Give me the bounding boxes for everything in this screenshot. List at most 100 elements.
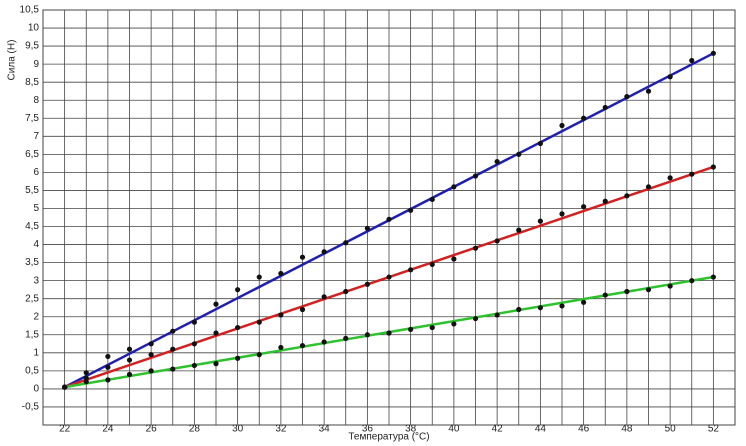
data-point <box>256 352 262 358</box>
data-point <box>191 319 197 325</box>
data-point <box>429 261 435 268</box>
x-tick-label: 22 <box>59 424 71 435</box>
data-point <box>516 227 522 233</box>
y-tick-label: 4 <box>33 239 39 250</box>
data-point <box>148 352 154 358</box>
data-point <box>83 370 89 376</box>
data-point <box>213 361 219 367</box>
data-point <box>170 366 176 372</box>
data-point <box>451 256 457 262</box>
y-tick-label: 6,5 <box>25 149 39 160</box>
y-tick-label: 2,5 <box>25 293 39 304</box>
data-point <box>364 225 370 231</box>
y-tick-label: 0,5 <box>25 366 39 377</box>
y-tick-label: 10,5 <box>20 5 40 16</box>
x-tick-label: 32 <box>275 424 287 435</box>
data-point <box>299 254 306 260</box>
y-tick-label: 0 <box>33 384 39 395</box>
data-point <box>343 240 349 246</box>
x-tick-label: 28 <box>189 424 201 435</box>
data-point <box>235 324 241 331</box>
data-point <box>148 368 154 374</box>
data-point <box>624 94 630 100</box>
data-point <box>408 207 414 213</box>
y-axis-title: Сила (Н) <box>7 40 18 81</box>
data-point <box>516 306 522 313</box>
data-point <box>645 287 652 293</box>
data-point <box>537 140 543 147</box>
data-point <box>537 218 543 224</box>
y-tick-label: 7,5 <box>25 113 39 124</box>
data-point <box>105 353 111 360</box>
data-point <box>299 343 306 349</box>
data-point <box>126 357 133 363</box>
data-point <box>602 198 608 204</box>
data-point <box>429 196 435 203</box>
data-point <box>105 364 111 370</box>
data-point <box>559 122 565 129</box>
data-point <box>83 375 89 381</box>
y-tick-label: 9,5 <box>25 41 39 52</box>
y-tick-label: 5 <box>33 203 39 214</box>
data-point <box>105 377 111 383</box>
y-tick-label: 7 <box>33 131 39 142</box>
x-tick-label: 46 <box>578 424 590 435</box>
data-point <box>148 341 154 347</box>
x-tick-label: 38 <box>405 424 417 435</box>
data-point <box>191 362 197 369</box>
data-point <box>537 305 543 311</box>
data-point <box>494 158 500 165</box>
y-tick-label: 1,5 <box>25 329 39 340</box>
y-tick-label: 3,5 <box>25 257 39 268</box>
data-point <box>321 249 327 255</box>
data-point <box>472 173 479 179</box>
data-point <box>581 299 587 305</box>
data-point <box>364 281 370 287</box>
data-point <box>494 312 500 318</box>
x-tick-label: 44 <box>535 424 547 435</box>
data-point <box>645 184 652 190</box>
y-tick-label: 3 <box>33 275 39 286</box>
x-tick-label: 34 <box>319 424 331 435</box>
data-point <box>451 184 457 190</box>
data-point <box>516 151 522 157</box>
data-point <box>689 278 695 284</box>
y-tick-label: -0,5 <box>22 402 40 413</box>
y-tick-label: 8,5 <box>25 77 39 88</box>
data-point <box>581 115 587 121</box>
x-axis-title: Температура (°C) <box>348 432 429 443</box>
data-point <box>624 288 630 295</box>
y-tick-label: 6 <box>33 167 39 178</box>
data-point <box>343 288 349 295</box>
data-point <box>408 326 414 332</box>
data-point <box>602 104 608 111</box>
data-point <box>256 274 262 280</box>
data-point <box>667 283 673 289</box>
data-point <box>408 267 414 273</box>
data-point <box>451 321 457 327</box>
x-tick-label: 36 <box>362 424 374 435</box>
data-point <box>689 171 695 177</box>
y-tick-label: 9 <box>33 59 39 70</box>
data-point <box>191 341 197 347</box>
data-point <box>494 238 500 244</box>
data-point <box>126 371 133 378</box>
data-point <box>62 384 68 390</box>
data-point <box>213 301 219 307</box>
y-tick-label: 1 <box>33 347 39 358</box>
data-point <box>602 292 608 298</box>
data-point <box>386 216 392 222</box>
data-point <box>321 339 327 345</box>
data-point <box>343 335 349 341</box>
data-point <box>710 164 716 170</box>
data-point <box>299 306 306 313</box>
x-tick-label: 48 <box>621 424 633 435</box>
data-point <box>126 346 133 352</box>
x-tick-label: 42 <box>492 424 504 435</box>
y-tick-label: 5,5 <box>25 185 39 196</box>
data-point <box>472 245 479 251</box>
data-point <box>235 287 241 293</box>
y-tick-label: 2 <box>33 311 39 322</box>
data-point <box>624 193 630 199</box>
